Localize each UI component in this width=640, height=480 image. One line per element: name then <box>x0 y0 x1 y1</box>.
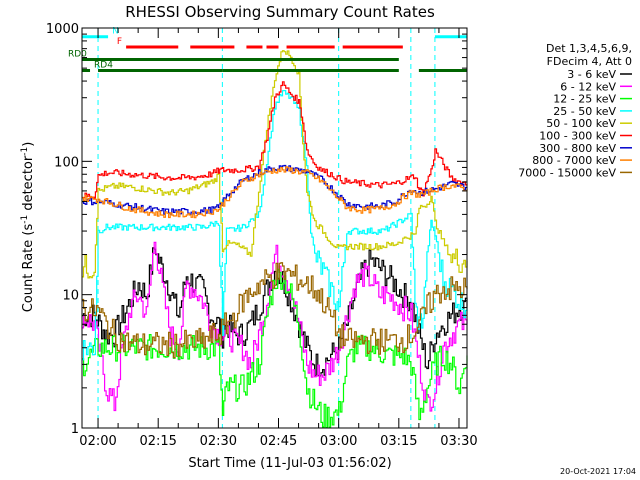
legend-label-1: 6 - 12 keV <box>560 80 616 93</box>
series-line-3 <box>82 90 468 361</box>
x-tick-label-5: 03:15 <box>380 434 417 449</box>
legend-label-4: 50 - 100 keV <box>546 117 616 130</box>
series-line-4 <box>82 50 468 279</box>
x-tick-label-0: 02:00 <box>79 434 116 449</box>
series-line-1 <box>82 241 468 412</box>
chart-title: RHESSI Observing Summary Count Rates <box>125 3 435 21</box>
legend-label-0: 3 - 6 keV <box>567 68 616 81</box>
y-axis-label: Count Rate (s-1 detector-1) <box>20 142 36 313</box>
series-line-7 <box>82 166 468 219</box>
x-axis-label: Start Time (11-Jul-03 01:56:02) <box>188 456 391 471</box>
legend-label-3: 25 - 50 keV <box>553 105 616 118</box>
flag-label-n: N <box>112 27 119 37</box>
axes: 1 10 100 1000 02:00 02:15 02:30 02:45 03:00 03:15… <box>46 22 478 449</box>
data-series: NF RD0 RD4 <box>68 27 468 429</box>
legend-label-7: 800 - 7000 keV <box>532 154 616 167</box>
y-tick-label-1: 10 <box>62 289 79 304</box>
y-tick-label-3: 1000 <box>46 22 79 37</box>
series-line-8 <box>82 262 468 359</box>
x-tick-label-1: 02:15 <box>139 434 176 449</box>
series-line-5 <box>82 81 468 199</box>
series-line-2 <box>82 268 468 429</box>
x-tick-label-2: 02:30 <box>200 434 237 449</box>
legend-label-8: 7000 - 15000 keV <box>518 166 616 179</box>
flag-label-f: F <box>117 37 122 47</box>
y-axis-label-main: Count Rate (s <box>21 224 36 313</box>
legend-label-6: 300 - 800 keV <box>539 142 616 155</box>
y-axis-label-exp2: -1 <box>20 147 30 156</box>
x-tick-label-3: 02:45 <box>260 434 297 449</box>
y-tick-label-2: 100 <box>54 155 79 170</box>
y-axis-label-end: ) <box>21 142 36 147</box>
y-tick-label-0: 1 <box>71 422 79 437</box>
flag-label-rd0: RD0 <box>68 50 87 60</box>
y-axis-label-mid: detector <box>21 155 36 215</box>
flag-label-rd4: RD4 <box>94 61 113 71</box>
x-tick-label-6: 03:30 <box>440 434 477 449</box>
legend-header-0: Det 1,3,4,5,6,9, <box>546 42 632 55</box>
plot-frame <box>81 27 468 429</box>
legend: Det 1,3,4,5,6,9,FDecim 4, Att 03 - 6 keV… <box>518 42 632 179</box>
legend-label-2: 12 - 25 keV <box>553 93 616 106</box>
legend-header-1: FDecim 4, Att 0 <box>547 55 632 68</box>
legend-label-5: 100 - 300 keV <box>539 130 616 143</box>
y-axis-label-exp1: -1 <box>20 215 30 224</box>
x-tick-label-4: 03:00 <box>320 434 357 449</box>
timestamp-footer: 20-Oct-2021 17:04 <box>560 467 636 476</box>
